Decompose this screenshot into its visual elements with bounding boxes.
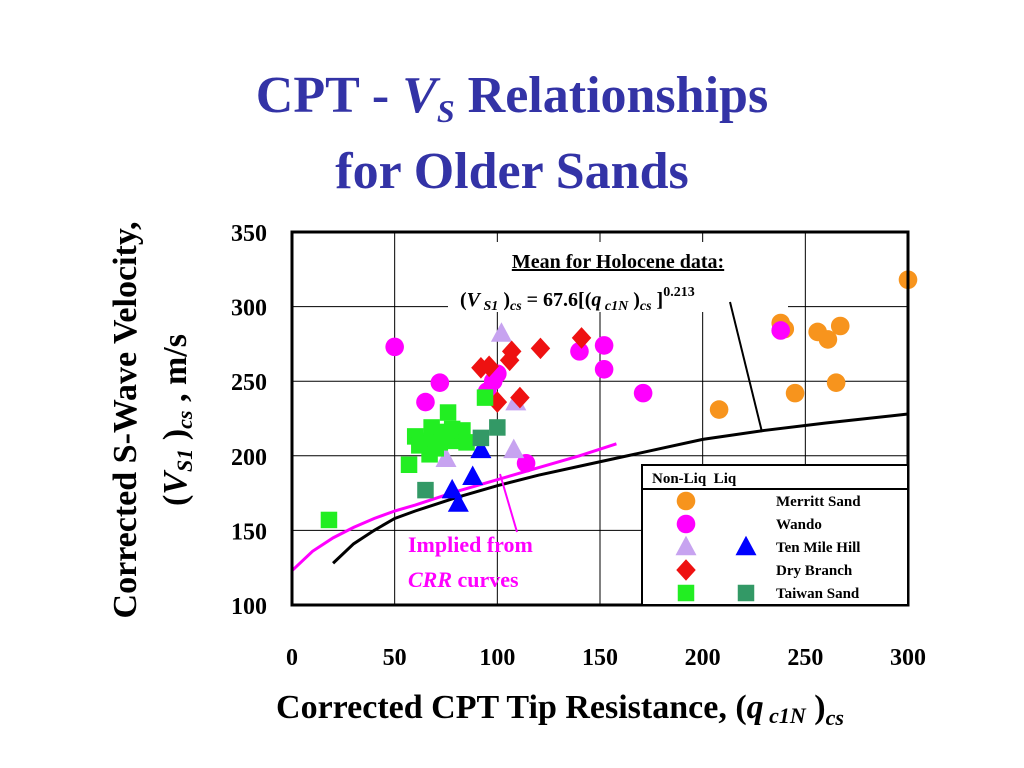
point-dry-branch-non-liq <box>499 349 520 372</box>
point-wando-non-liq <box>594 359 614 379</box>
y-tick-label: 250 <box>231 370 267 396</box>
point-merritt-sand-non-liq <box>830 316 850 336</box>
point-ten-mile-hill-non-liq <box>503 438 525 459</box>
legend: Non-Liq Liq Merritt Sand Wando Ten Mile Hi… <box>641 464 909 606</box>
data-points <box>320 270 918 529</box>
legend-marker-merritt-sand-nonliq <box>676 491 696 511</box>
point-taiwan-sand-non-liq <box>458 434 475 451</box>
legend-header: Non-Liq Liq <box>652 471 737 487</box>
point-merritt-sand-non-liq <box>785 383 805 403</box>
point-taiwan-sand-non-liq <box>400 456 418 474</box>
legend-marker-ten-mile-hill-nonliq <box>675 535 697 556</box>
legend-label-ten-mile-hill: Ten Mile Hill <box>776 540 860 556</box>
title-v-subscript: S <box>436 93 455 129</box>
legend-marker-taiwan-sand-liq <box>737 584 755 602</box>
point-ten-mile-hill-liq <box>462 465 484 485</box>
y-tick-label: 350 <box>231 221 267 247</box>
point-taiwan-sand-liq <box>417 481 434 499</box>
point-ten-mile-hill-non-liq <box>490 322 512 342</box>
y-tick-label: 100 <box>231 594 267 620</box>
point-dry-branch-non-liq <box>501 340 522 363</box>
point-wando-non-liq <box>430 373 450 392</box>
legend-marker-dry-branch-nonliq <box>676 559 696 581</box>
x-tick-label: 50 <box>383 645 407 671</box>
legend-marker-ten-mile-hill-liq <box>735 535 757 556</box>
legend-label-dry-branch: Dry Branch <box>776 563 853 579</box>
point-taiwan-sand-non-liq <box>320 511 338 529</box>
trend-line <box>332 412 909 565</box>
point-taiwan-sand-non-liq <box>439 404 457 421</box>
title-prefix: CPT - <box>255 67 403 124</box>
point-merritt-sand-non-liq <box>709 400 729 419</box>
x-tick-label: 150 <box>582 645 618 671</box>
point-wando-non-liq <box>633 383 653 403</box>
point-wando-non-liq <box>516 453 536 473</box>
point-ten-mile-hill-liq <box>470 438 492 459</box>
mean-leader-line <box>729 301 763 433</box>
point-ten-mile-hill-liq <box>447 492 469 512</box>
x-tick-label: 250 <box>787 645 823 671</box>
slide-title-line1: CPT - VS Relationships <box>0 67 1024 129</box>
point-ten-mile-hill-non-liq <box>435 447 457 468</box>
point-wando-non-liq <box>771 321 790 340</box>
point-ten-mile-hill-liq <box>441 478 463 499</box>
title-v-symbol: V <box>402 67 437 124</box>
trend-line <box>290 442 617 572</box>
y-tick-label: 200 <box>231 445 267 471</box>
mean-equation: (V S1 )cs = 67.6[(q c1N )cs ]0.213 <box>460 285 695 314</box>
title-suffix: Relationships <box>454 67 769 124</box>
point-dry-branch-non-liq <box>530 337 551 360</box>
x-tick-label: 100 <box>479 645 515 671</box>
trend-lines <box>290 412 909 572</box>
point-wando-non-liq <box>416 392 435 412</box>
y-axis-label-line2: (VS1 )cs , m/s <box>157 334 197 506</box>
y-tick-label: 300 <box>231 296 267 322</box>
legend-label-merritt-sand: Merritt Sand <box>776 494 861 510</box>
legend-marker-wando-nonliq <box>676 514 696 534</box>
point-dry-branch-non-liq <box>487 391 508 413</box>
x-tick-label: 300 <box>890 645 926 671</box>
point-dry-branch-non-liq <box>571 327 592 349</box>
point-wando-non-liq <box>385 337 404 357</box>
x-tick-label: 200 <box>685 645 721 671</box>
point-taiwan-sand-liq <box>472 429 490 447</box>
implied-annotation-line2: CRR curves <box>408 567 519 592</box>
point-merritt-sand-non-liq <box>826 373 846 392</box>
point-dry-branch-non-liq <box>510 386 530 409</box>
legend-label-taiwan-sand: Taiwan Sand <box>776 586 860 602</box>
plot-frame <box>290 230 910 607</box>
implied-leader-line <box>499 473 518 533</box>
annotation-background <box>448 242 788 312</box>
y-axis-label: Corrected S-Wave Velocity, (VS1 )cs , m/… <box>107 222 197 619</box>
y-axis-label-line1: Corrected S-Wave Velocity, <box>107 222 144 619</box>
point-dry-branch-non-liq <box>479 355 499 378</box>
implied-annotation-line1: Implied from <box>408 532 533 557</box>
point-merritt-sand-non-liq <box>818 330 838 349</box>
y-tick-label: 150 <box>231 519 267 545</box>
point-taiwan-sand-liq <box>489 419 506 436</box>
legend-marker-taiwan-sand-nonliq <box>677 584 695 602</box>
point-taiwan-sand-non-liq <box>476 389 494 406</box>
tick-labels: 0 50 100 150 200 250 300 100 150 200 250 300 350 <box>231 221 926 671</box>
x-tick-label: 0 <box>286 645 298 671</box>
point-wando-non-liq <box>570 342 589 361</box>
point-wando-non-liq <box>594 336 614 355</box>
legend-label-wando: Wando <box>776 517 822 533</box>
slide-title-line2: for Older Sands <box>335 143 689 200</box>
legend-items: Merritt Sand Wando Ten Mile Hill Dry Branch… <box>675 491 861 602</box>
x-axis-label: Corrected CPT Tip Resistance, (q c1N )cs <box>276 689 844 730</box>
mean-annotation-title: Mean for Holocene data: <box>512 251 724 273</box>
